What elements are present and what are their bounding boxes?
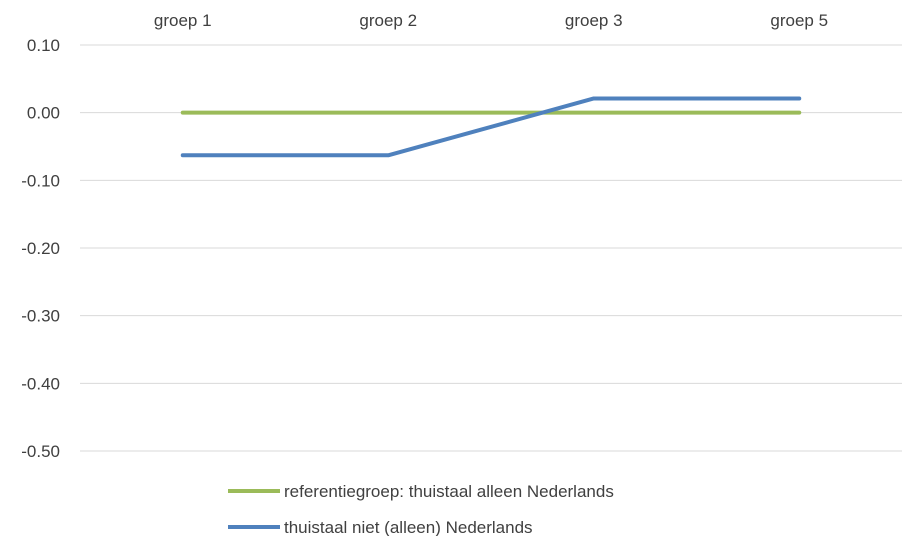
y-tick-label: -0.20 [21, 239, 60, 258]
y-tick-label: -0.10 [21, 171, 60, 190]
series-line-2 [180, 96, 802, 158]
y-tick-label: -0.30 [21, 307, 60, 326]
gridlines [80, 44, 902, 452]
y-tick-label: -0.40 [21, 374, 60, 393]
series-lines [180, 96, 802, 158]
y-tick-label: 0.10 [27, 36, 60, 55]
y-tick-label: -0.50 [21, 442, 60, 461]
legend: referentiegroep: thuistaal alleen Nederl… [228, 482, 614, 536]
y-tick-label: 0.00 [27, 104, 60, 123]
x-axis-tick-labels: groep 1 groep 2 groep 3 groep 5 [154, 11, 828, 30]
legend-label-2: thuistaal niet (alleen) Nederlands [284, 518, 533, 536]
x-tick-label: groep 2 [359, 11, 417, 30]
x-tick-label: groep 5 [770, 11, 828, 30]
y-axis-tick-labels: 0.10 0.00 -0.10 -0.20 -0.30 -0.40 -0.50 [21, 36, 60, 461]
legend-label-1: referentiegroep: thuistaal alleen Nederl… [284, 482, 614, 501]
x-tick-label: groep 1 [154, 11, 212, 30]
x-tick-label: groep 3 [565, 11, 623, 30]
